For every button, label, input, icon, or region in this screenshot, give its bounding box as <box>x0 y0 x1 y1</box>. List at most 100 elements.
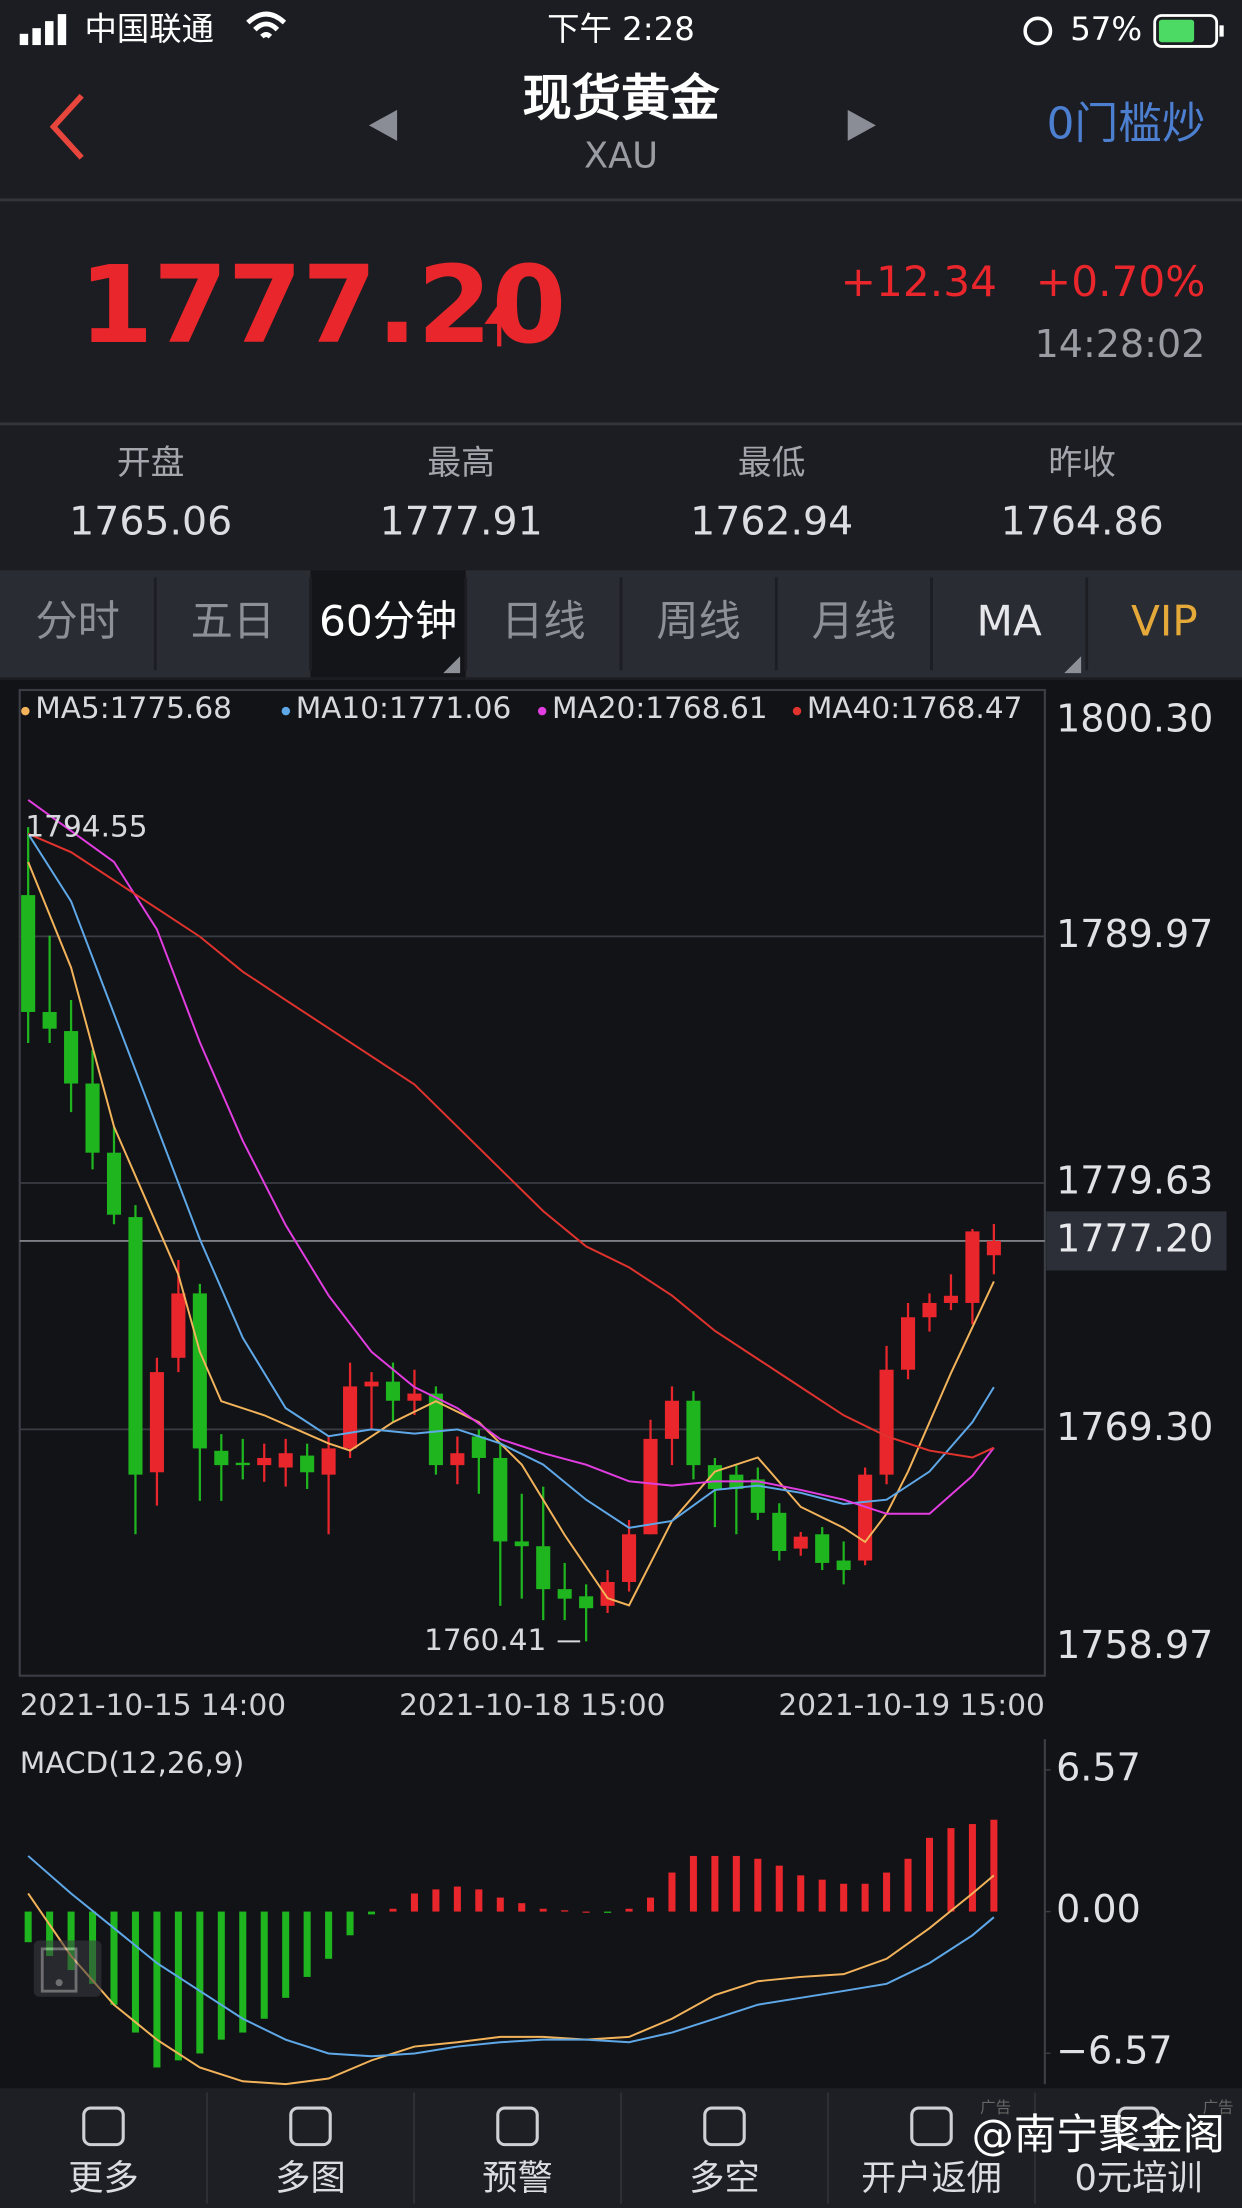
macd-bar <box>239 1911 247 2033</box>
nav-item[interactable]: 预警 <box>482 2158 552 2199</box>
tab[interactable]: VIP <box>1131 596 1198 645</box>
subtitle: XAU <box>584 136 658 177</box>
y-tick-label: 1769.30 <box>1056 1405 1213 1449</box>
candle-body <box>600 1581 615 1606</box>
up-arrow <box>484 304 513 347</box>
candle-body <box>64 1031 79 1084</box>
stat-value: 1762.94 <box>690 498 853 544</box>
macd-bar <box>904 1858 912 1912</box>
nav-item[interactable]: 更多 <box>68 2158 138 2199</box>
macd-bar <box>561 1910 569 1912</box>
macd-bar <box>24 1911 32 1943</box>
change-pct: +0.70% <box>1036 257 1206 306</box>
nav-icon <box>910 2106 953 2147</box>
macd-bar <box>174 1911 182 2061</box>
x-tick-label: 2021-10-19 15:00 <box>778 1688 1044 1722</box>
nav-item[interactable]: 多图 <box>275 2158 345 2199</box>
macd-bar <box>818 1879 826 1912</box>
macd-bar <box>990 1819 998 1912</box>
chart-background <box>0 680 1242 2089</box>
stat-label: 昨收 <box>1048 443 1116 482</box>
macd-bar <box>775 1865 783 1912</box>
tab[interactable]: 60分钟 <box>319 596 457 645</box>
macd-bar <box>153 1911 161 2068</box>
tab[interactable]: MA <box>976 596 1041 645</box>
nav-icon <box>703 2106 746 2147</box>
candle-body <box>686 1400 701 1466</box>
nav-item[interactable]: 多空 <box>689 2158 759 2199</box>
candle-body <box>858 1474 873 1561</box>
y-tick-label: 0.00 <box>1056 1887 1141 1931</box>
clock: 下午 2:28 <box>547 10 695 48</box>
macd-bar <box>303 1911 311 1977</box>
macd-bar <box>689 1855 697 1912</box>
candle-body <box>643 1438 658 1535</box>
macd-bar <box>196 1911 204 2054</box>
macd-bar <box>518 1903 526 1912</box>
macd-bar <box>496 1897 504 1912</box>
macd-bar <box>410 1893 418 1912</box>
chart-title: MACD(12,26,9) <box>20 1746 245 1780</box>
overlay-icon[interactable] <box>33 1940 102 1997</box>
candle-body <box>450 1453 465 1466</box>
promo-link[interactable]: 0门槛炒 <box>1047 99 1206 150</box>
stats: 开盘 1765.06 最高 1777.91 最低 1762.94 昨收 1764.86 <box>69 443 1163 544</box>
candle-body <box>815 1534 830 1563</box>
x-tick-label: 2021-10-15 14:00 <box>20 1688 286 1722</box>
candle-body <box>986 1240 1001 1256</box>
battery-text: 57% <box>1070 10 1142 48</box>
y-tick-label: 1800.30 <box>1056 696 1213 740</box>
candle-body <box>428 1393 443 1466</box>
next-button[interactable] <box>847 109 876 141</box>
candle-body <box>214 1450 229 1466</box>
macd-bar <box>346 1911 354 1936</box>
line-series <box>27 833 995 1529</box>
macd-bar <box>754 1858 762 1912</box>
nav-icon <box>1117 2106 1160 2147</box>
nav-icon <box>82 2106 125 2147</box>
prev-button[interactable] <box>368 109 398 141</box>
tab-corner <box>443 656 461 674</box>
candle-body <box>900 1317 916 1370</box>
y-tick-label: 6.57 <box>1056 1746 1141 1790</box>
candle-body <box>278 1453 293 1468</box>
legend-dot <box>281 706 291 716</box>
stat-label: 开盘 <box>117 443 185 482</box>
candle-body <box>257 1457 272 1466</box>
tab[interactable]: 月线 <box>812 596 896 645</box>
tab[interactable]: 周线 <box>656 596 740 645</box>
y-tick-label: 1758.97 <box>1056 1623 1213 1667</box>
macd-bar <box>389 1908 397 1912</box>
candle-body <box>514 1541 529 1547</box>
macd-bar <box>325 1911 333 1959</box>
candle-body <box>493 1457 508 1542</box>
candle-body <box>300 1455 315 1473</box>
candle-body <box>664 1400 680 1439</box>
nav-item[interactable]: 0元培训 <box>1075 2158 1203 2199</box>
candle-body <box>343 1386 358 1449</box>
legend-entry: MA10:1771.06 <box>296 691 512 725</box>
line-series <box>27 832 995 1459</box>
macd-bar <box>840 1883 848 1912</box>
candle-body <box>536 1546 551 1590</box>
candle-body <box>128 1217 143 1475</box>
legend-dot <box>537 706 547 716</box>
back-button[interactable] <box>49 93 84 160</box>
ad-label: 广告 <box>980 2099 1011 2117</box>
nav-item[interactable]: 开户返佣 <box>861 2158 1002 2199</box>
tab[interactable]: 日线 <box>501 596 585 645</box>
macd-bar <box>217 1911 225 2040</box>
carrier: 中国联通 <box>84 10 214 48</box>
wifi-icon <box>246 11 287 39</box>
macd-bar <box>968 1824 976 1912</box>
macd-bar <box>110 1911 118 2005</box>
candle-body <box>407 1393 422 1401</box>
macd-bar <box>625 1908 633 1912</box>
price: 1777.20 <box>79 244 566 368</box>
candle-body <box>943 1295 959 1303</box>
tab[interactable]: 五日 <box>191 596 275 645</box>
tab[interactable]: 分时 <box>35 596 119 645</box>
change: +12.34 <box>841 257 997 306</box>
candle-body <box>385 1381 401 1401</box>
